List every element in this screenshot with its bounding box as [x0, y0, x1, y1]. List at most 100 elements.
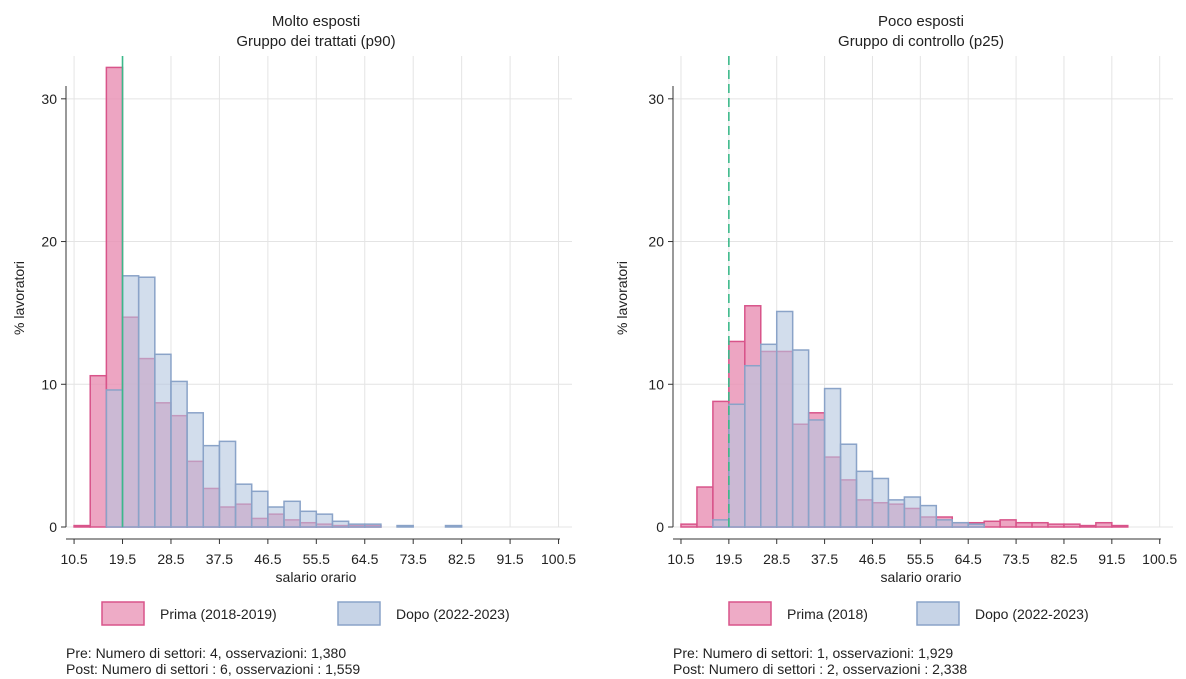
- x-tick-label: 91.5: [1098, 551, 1125, 567]
- x-axis-label: salario orario: [276, 569, 357, 585]
- bar-post: [170, 380, 188, 528]
- chart-title: Molto esposti: [272, 13, 360, 30]
- bar-post: [154, 353, 172, 528]
- bar-pre: [89, 374, 108, 528]
- bar-post: [919, 504, 938, 528]
- bar-post: [839, 443, 858, 528]
- bar-post: [137, 276, 156, 528]
- legend: Prima (2018) Dopo (2022-2023): [728, 601, 1089, 626]
- bar-pre: [1015, 521, 1033, 528]
- bar-post: [935, 519, 954, 528]
- y-tick-label: 0: [656, 519, 664, 535]
- bar-pre: [1111, 524, 1129, 528]
- chart-svg-treated: Molto esposti Gruppo dei trattati (p90) …: [11, 13, 576, 626]
- x-tick-label: 46.5: [254, 551, 281, 567]
- bar-post: [444, 524, 463, 528]
- x-tick-label: 10.5: [667, 551, 694, 567]
- bar-pre: [1079, 524, 1097, 528]
- bar-pre: [1063, 523, 1081, 528]
- x-tick-label: 64.5: [351, 551, 378, 567]
- x-tick-label: 64.5: [955, 551, 982, 567]
- x-tick-label: 46.5: [859, 551, 886, 567]
- bar-post: [105, 389, 124, 528]
- x-tick-label: 28.5: [763, 551, 790, 567]
- x-tick-label: 19.5: [109, 551, 136, 567]
- y-tick-label: 20: [648, 234, 664, 250]
- x-tick-label: 91.5: [496, 551, 523, 567]
- bar-post: [234, 483, 253, 528]
- x-tick-label: 73.5: [1002, 551, 1029, 567]
- chart-svg-control: Poco esposti Gruppo di controllo (p25) %…: [614, 13, 1177, 626]
- chart-panel-control: Poco esposti Gruppo di controllo (p25) %…: [593, 0, 1186, 679]
- note-post: Post: Numero di settori : 6, osservazion…: [66, 661, 361, 677]
- y-tick-label: 10: [41, 376, 57, 392]
- note-post: Post: Numero di settori : 2, osservazion…: [673, 661, 968, 677]
- y-tick-label: 20: [41, 234, 57, 250]
- x-axis-label: salario orario: [881, 569, 962, 585]
- bar-pre: [1031, 521, 1049, 528]
- bar-post: [823, 387, 842, 528]
- bar-post: [744, 364, 762, 528]
- x-tick-label: 37.5: [206, 551, 233, 567]
- bar-post: [299, 510, 318, 528]
- x-tick-label: 55.5: [907, 551, 934, 567]
- x-tick-label: 19.5: [715, 551, 742, 567]
- x-tick-label: 100.5: [541, 551, 576, 567]
- x-tick-label: 37.5: [811, 551, 838, 567]
- y-axis-label: % lavoratori: [614, 261, 630, 335]
- bar-post: [871, 477, 890, 528]
- bar-post: [364, 523, 382, 528]
- x-tick-label: 73.5: [400, 551, 427, 567]
- x-tick-label: 82.5: [448, 551, 475, 567]
- x-tick-label: 55.5: [303, 551, 330, 567]
- bar-post: [267, 506, 285, 528]
- bar-post: [347, 523, 366, 528]
- bar-post: [903, 496, 922, 528]
- legend-swatch-post: [337, 601, 381, 626]
- x-tick-label: 28.5: [157, 551, 184, 567]
- legend-label-post: Dopo (2022-2023): [396, 606, 510, 622]
- legend-swatch-pre: [728, 601, 772, 626]
- y-axis-label: % lavoratori: [11, 261, 27, 335]
- bar-pre: [999, 519, 1017, 528]
- legend-label-post: Dopo (2022-2023): [975, 606, 1089, 622]
- note-pre: Pre: Numero di settori: 1, osservazioni:…: [673, 645, 954, 661]
- bar-post: [218, 440, 237, 528]
- y-tick-label: 30: [41, 91, 57, 107]
- bar-pre: [680, 523, 698, 528]
- bar-pre: [73, 524, 91, 528]
- bar-post: [775, 310, 794, 528]
- bar-post: [396, 524, 414, 528]
- plot-area: 0 10 20 30 10.5 19.5 28.5 37.5 46.5 55.5 64.5 73.5 8…: [648, 56, 1177, 567]
- legend-label-pre: Prima (2018-2019): [160, 606, 277, 622]
- bar-post: [186, 412, 205, 528]
- bar-post: [331, 520, 350, 528]
- chart-title: Poco esposti: [878, 13, 964, 30]
- y-tick-label: 0: [49, 519, 57, 535]
- legend-swatch-post: [916, 601, 960, 626]
- bar-pre: [1047, 523, 1065, 528]
- x-tick-label: 82.5: [1050, 551, 1077, 567]
- bar-pre: [696, 486, 714, 528]
- legend-swatch-pre: [101, 601, 145, 626]
- bar-post: [728, 403, 746, 528]
- bar-post: [283, 500, 301, 528]
- bar-post: [712, 519, 730, 528]
- bar-post: [760, 343, 778, 528]
- plot-area: 0 10 20 30 10.5 19.5 28.5 37.5 46.5 55.5 64.5 73.5 8…: [41, 56, 576, 567]
- bar-post: [791, 349, 810, 528]
- bar-post: [967, 523, 985, 528]
- bar-post: [315, 513, 334, 528]
- chart-subtitle: Gruppo di controllo (p25): [838, 33, 1004, 50]
- bar-pre: [1095, 521, 1113, 528]
- bar-post: [855, 470, 874, 528]
- note-pre: Pre: Numero di settori: 4, osservazioni:…: [66, 645, 347, 661]
- legend: Prima (2018-2019) Dopo (2022-2023): [101, 601, 510, 626]
- bar-pre: [983, 520, 1001, 528]
- chart-subtitle: Gruppo dei trattati (p90): [236, 33, 395, 50]
- bar-post: [807, 419, 826, 528]
- bar-pre: [712, 400, 730, 528]
- y-tick-label: 30: [648, 91, 664, 107]
- bar-post: [951, 521, 969, 528]
- bar-post: [250, 490, 269, 528]
